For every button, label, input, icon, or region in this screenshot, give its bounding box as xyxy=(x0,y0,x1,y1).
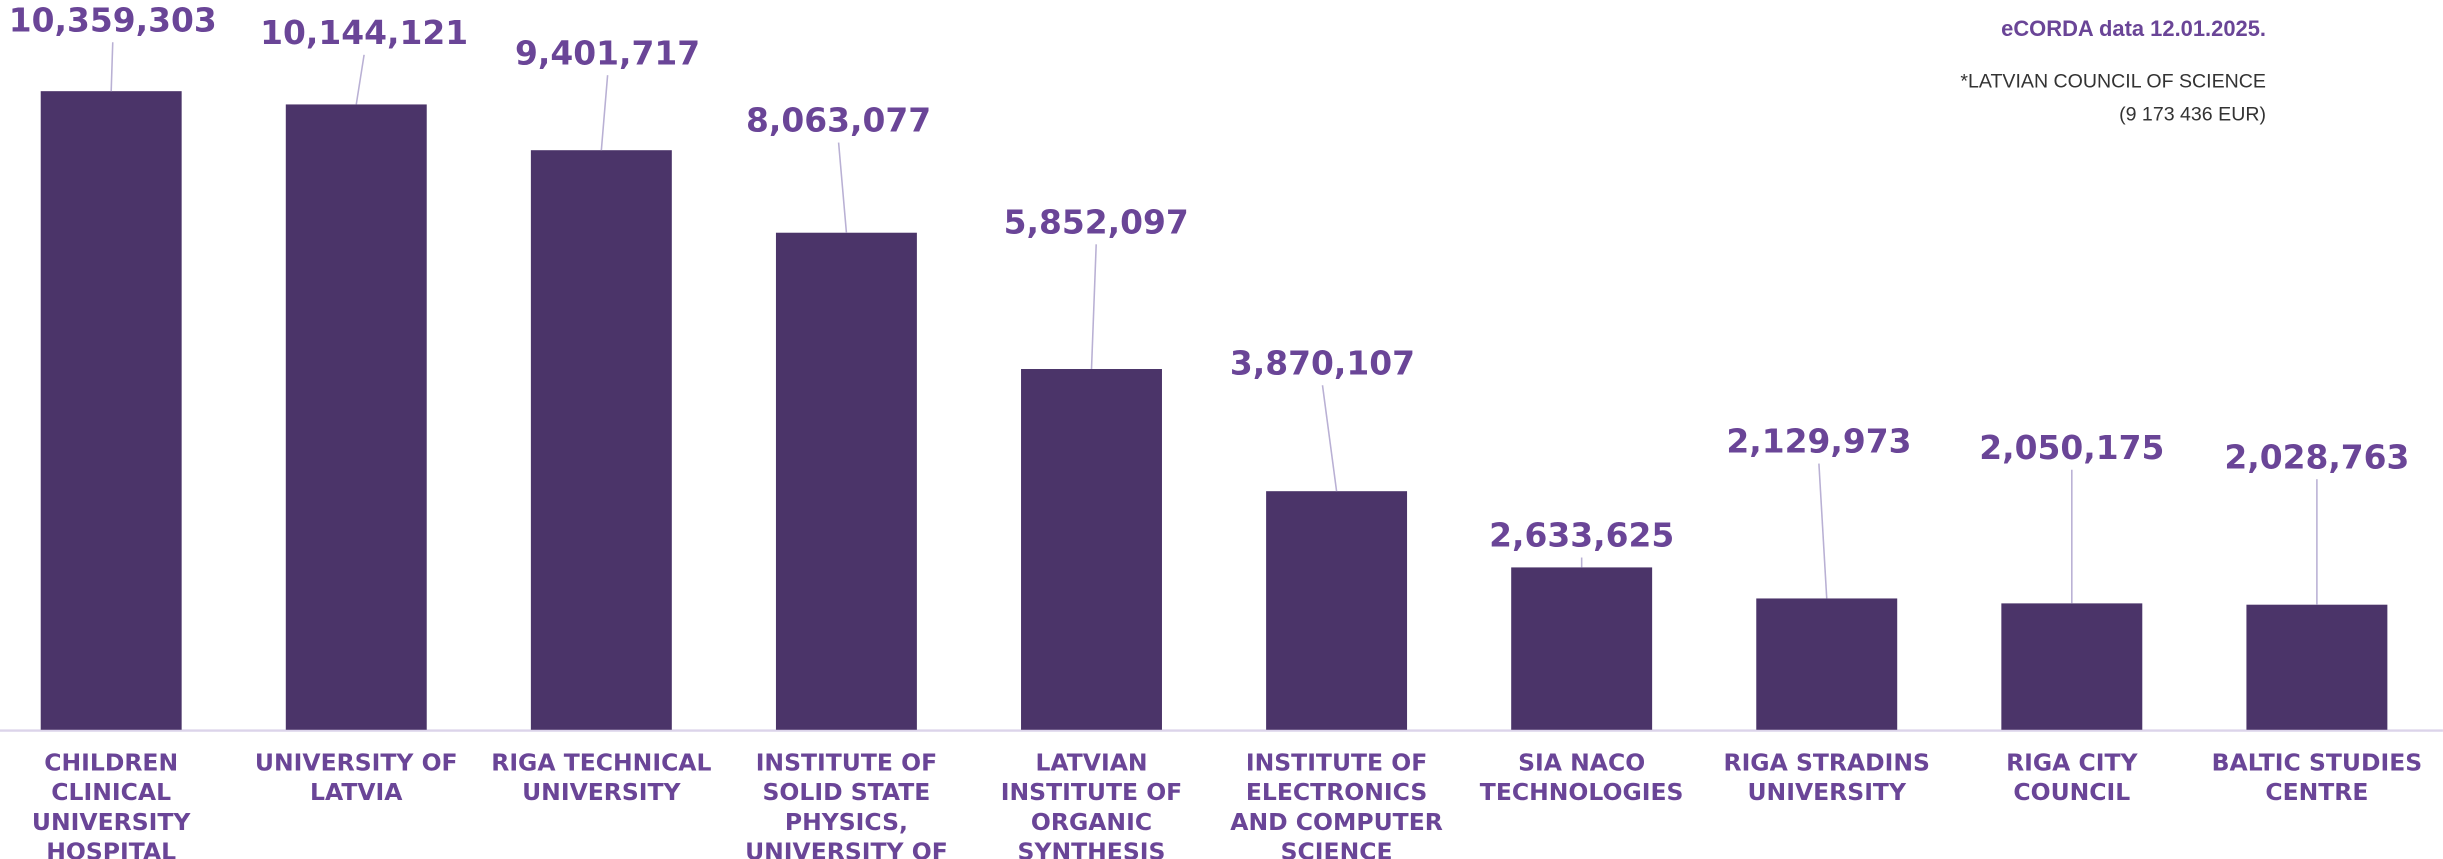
x-tick-label: UNIVERSITY OF LATVIA xyxy=(254,748,458,807)
bar xyxy=(775,232,917,730)
bar xyxy=(1756,598,1898,730)
footnote-amount: (9 173 436 EUR) xyxy=(2119,103,2267,126)
bar xyxy=(40,91,182,730)
leader-line xyxy=(1090,244,1097,370)
value-label: 2,028,763 xyxy=(2224,437,2409,476)
bar xyxy=(2246,604,2388,730)
value-label: 2,050,175 xyxy=(1979,428,2164,467)
value-label: 8,063,077 xyxy=(746,101,931,140)
x-tick-label: LATVIAN INSTITUTE OF ORGANIC SYNTHESIS xyxy=(1000,748,1183,859)
footnote: *LATVIAN COUNCIL OF SCIENCE xyxy=(1960,70,2267,93)
leader-line xyxy=(600,75,609,151)
value-label: 10,144,121 xyxy=(260,13,468,52)
bar xyxy=(2001,603,2143,730)
x-tick-label: RIGA TECHNICAL UNIVERSITY xyxy=(491,748,712,807)
leader-line xyxy=(1321,385,1338,492)
bar xyxy=(1021,369,1162,730)
x-tick-label: CHILDREN CLINICAL UNIVERSITY HOSPITAL xyxy=(31,748,191,859)
bar xyxy=(1511,567,1653,730)
leader-line xyxy=(1818,463,1828,599)
value-label: 2,129,973 xyxy=(1726,422,1911,461)
leader-line xyxy=(837,142,848,233)
x-tick-label: BALTIC STUDIES CENTRE xyxy=(2211,748,2423,807)
value-label: 5,852,097 xyxy=(1004,202,1189,241)
leader-line xyxy=(110,42,114,92)
x-tick-label: RIGA STRADINS UNIVERSITY xyxy=(1723,748,1930,807)
x-tick-label: RIGA CITY COUNCIL xyxy=(2006,748,2138,807)
x-tick-label: INSTITUTE OF ELECTRONICS AND COMPUTER SC… xyxy=(1230,748,1443,859)
bar xyxy=(530,150,672,730)
value-label: 9,401,717 xyxy=(515,33,700,72)
value-label: 10,359,303 xyxy=(9,0,217,39)
value-label: 2,633,625 xyxy=(1489,516,1674,555)
x-tick-label: SIA NACO TECHNOLOGIES xyxy=(1479,748,1684,807)
bar xyxy=(285,104,427,730)
source-note: eCORDA data 12.01.2025. xyxy=(2001,15,2267,41)
x-tick-label: INSTITUTE OF SOLID STATE PHYSICS, UNIVER… xyxy=(745,748,948,859)
leader-line xyxy=(355,54,365,105)
bar xyxy=(1266,491,1408,730)
value-label: 3,870,107 xyxy=(1230,343,1415,382)
